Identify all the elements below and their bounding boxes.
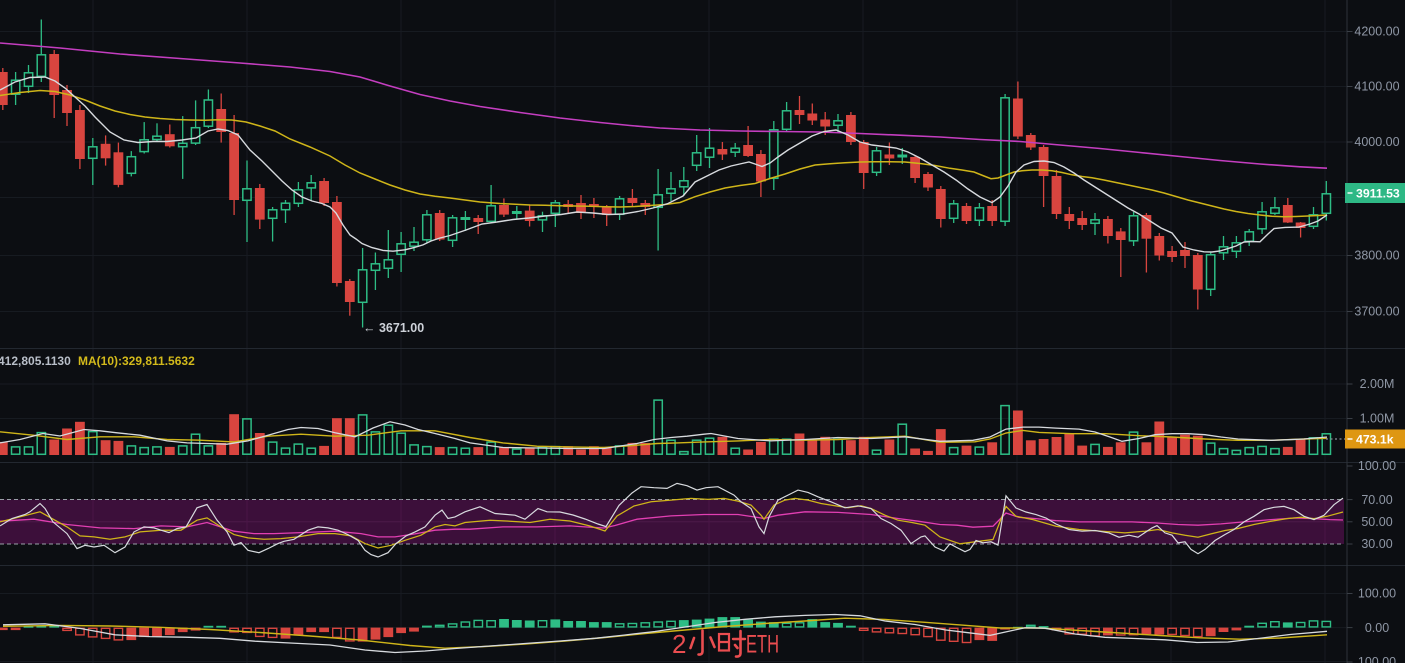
svg-text:ETH: ETH (746, 631, 779, 659)
svg-text:100.00: 100.00 (1358, 459, 1396, 473)
svg-text:412,805.1130: 412,805.1130 (0, 354, 71, 368)
svg-text:50.00: 50.00 (1361, 515, 1392, 529)
svg-text:3911.53: 3911.53 (1356, 186, 1400, 200)
svg-text:100.00: 100.00 (1358, 587, 1396, 601)
svg-text:3700.00: 3700.00 (1354, 305, 1399, 319)
svg-text:1.00M: 1.00M (1360, 412, 1395, 426)
svg-text:30.00: 30.00 (1361, 537, 1392, 551)
svg-text:4200.00: 4200.00 (1354, 25, 1399, 39)
svg-text:4000.00: 4000.00 (1354, 135, 1399, 149)
svg-text:2.00M: 2.00M (1360, 377, 1395, 391)
svg-text:2: 2 (672, 629, 686, 659)
svg-text:4100.00: 4100.00 (1354, 80, 1399, 94)
svg-text:70.00: 70.00 (1361, 493, 1392, 507)
svg-text:0.00: 0.00 (1365, 621, 1389, 635)
svg-text:← 3671.00: ← 3671.00 (363, 321, 424, 335)
svg-text:3800.00: 3800.00 (1354, 249, 1399, 263)
svg-text:MA(10):329,811.5632: MA(10):329,811.5632 (78, 354, 195, 368)
svg-text:100.00: 100.00 (1358, 655, 1396, 663)
svg-text:473.1k: 473.1k (1356, 432, 1394, 446)
